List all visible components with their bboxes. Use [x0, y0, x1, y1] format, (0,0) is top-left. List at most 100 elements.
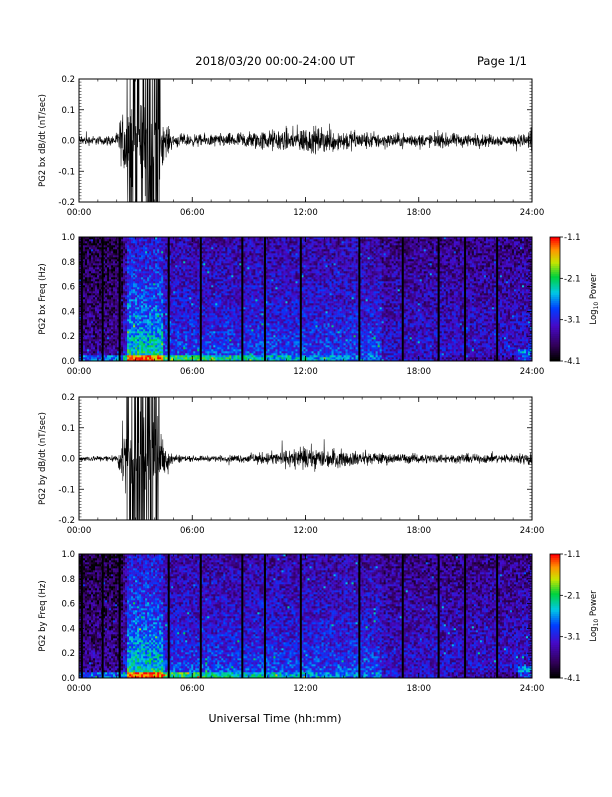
spectrogram-cell	[175, 323, 177, 325]
spectrogram-cell	[139, 305, 141, 307]
spectrogram-cell	[175, 351, 177, 353]
spectrogram-cell	[83, 251, 85, 253]
spectrogram-cell	[217, 257, 219, 259]
spectrogram-cell	[179, 253, 181, 255]
spectrogram-cell	[131, 339, 133, 341]
spectrogram-cell	[207, 333, 209, 335]
spectrogram-cell	[123, 271, 125, 273]
spectrogram-cell	[197, 281, 199, 283]
spectrogram-cell	[107, 305, 109, 307]
spectrogram-cell	[139, 281, 141, 283]
spectrogram-cell	[159, 353, 161, 355]
spectrogram-cell	[147, 353, 149, 355]
spectrogram-cell	[135, 291, 137, 293]
spectrogram-cell	[123, 267, 125, 269]
y-tick-label: 0.0	[61, 137, 75, 147]
spectrogram-cell	[205, 251, 207, 253]
spectrogram-cell	[179, 243, 181, 245]
spectrogram-cell	[111, 297, 113, 299]
spectrogram-cell	[213, 293, 215, 295]
spectrogram-cell	[153, 295, 155, 297]
spectrogram-cell	[183, 353, 185, 355]
spectrogram-cell	[113, 339, 115, 341]
spectrogram-cell	[147, 251, 149, 253]
spectrogram-cell	[151, 257, 153, 259]
spectrogram-cell	[205, 341, 207, 343]
spectrogram-cell	[213, 287, 215, 289]
spectrogram-cell	[227, 313, 229, 315]
spectrogram-cell	[123, 339, 125, 341]
spectrogram-cell	[95, 327, 97, 329]
spectrogram-cell	[97, 275, 99, 277]
spectrogram-cell	[165, 263, 167, 265]
spectrogram-cell	[195, 249, 197, 251]
spectrogram-cell	[113, 261, 115, 263]
spectrogram-cell	[143, 249, 145, 251]
spectrogram-cell	[223, 307, 225, 309]
spectrogram-cell	[231, 343, 233, 345]
spectrogram-cell	[161, 285, 163, 287]
spectrogram-cell	[99, 253, 101, 255]
spectrogram-cell	[155, 255, 157, 257]
spectrogram-cell	[87, 291, 89, 293]
spectrogram-cell	[195, 315, 197, 317]
spectrogram-cell	[143, 279, 145, 281]
spectrogram-cell	[153, 267, 155, 269]
spectrogram-cell	[129, 271, 131, 273]
spectrogram-cell	[219, 295, 221, 297]
spectrogram-cell	[193, 247, 195, 249]
spectrogram-cell	[189, 253, 191, 255]
spectrogram-cell	[219, 305, 221, 307]
spectrogram-cell	[141, 269, 143, 271]
spectrogram-cell	[113, 341, 115, 343]
spectrogram-cell	[83, 339, 85, 341]
spectrogram-cell	[213, 297, 215, 299]
spectrogram-cell	[207, 335, 209, 337]
spectrogram-cell	[127, 265, 129, 267]
spectrogram-cell	[165, 265, 167, 267]
spectrogram-cell	[149, 337, 151, 339]
spectrogram-cell	[105, 341, 107, 343]
spectrogram-cell	[225, 319, 227, 321]
spectrogram-cell	[173, 313, 175, 315]
spectrogram-cell	[149, 249, 151, 251]
spectrogram-cell	[105, 291, 107, 293]
spectrogram-cell	[191, 339, 193, 341]
spectrogram-cell	[147, 253, 149, 255]
spectrogram-cell	[181, 321, 183, 323]
spectrogram-cell	[175, 263, 177, 265]
spectrogram-cell	[207, 353, 209, 355]
spectrogram-cell	[123, 353, 125, 355]
spectrogram-cell	[157, 309, 159, 311]
spectrogram-cell	[87, 255, 89, 257]
spectrogram-cell	[153, 353, 155, 355]
spectrogram-cell	[151, 319, 153, 321]
spectrogram-cell	[107, 265, 109, 267]
spectrogram-cell	[163, 311, 165, 313]
spectrogram-cell	[221, 309, 223, 311]
spectrogram-cell	[159, 257, 161, 259]
spectrogram-cell	[187, 307, 189, 309]
spectrogram-cell	[223, 247, 225, 249]
spectrogram-cell	[163, 281, 165, 283]
spectrogram-cell	[195, 355, 197, 357]
spectrogram-cell	[219, 349, 221, 351]
spectrogram-cell	[143, 357, 145, 359]
spectrogram-cell	[111, 309, 113, 311]
spectrogram-cell	[189, 333, 191, 335]
spectrogram-cell	[225, 295, 227, 297]
spectrogram-cell	[89, 313, 91, 315]
spectrogram-cell	[95, 259, 97, 261]
spectrogram-cell	[159, 347, 161, 349]
spectrogram-cell	[153, 281, 155, 283]
spectrogram-cell	[151, 267, 153, 269]
spectrogram-cell	[231, 319, 233, 321]
spectrogram-cell	[155, 287, 157, 289]
spectrogram-cell	[85, 277, 87, 279]
spectrogram-cell	[211, 311, 213, 313]
spectrogram-cell	[161, 313, 163, 315]
spectrogram-cell	[217, 239, 219, 241]
spectrogram-cell	[191, 291, 193, 293]
spectrogram-cell	[183, 273, 185, 275]
spectrogram-cell	[211, 279, 213, 281]
